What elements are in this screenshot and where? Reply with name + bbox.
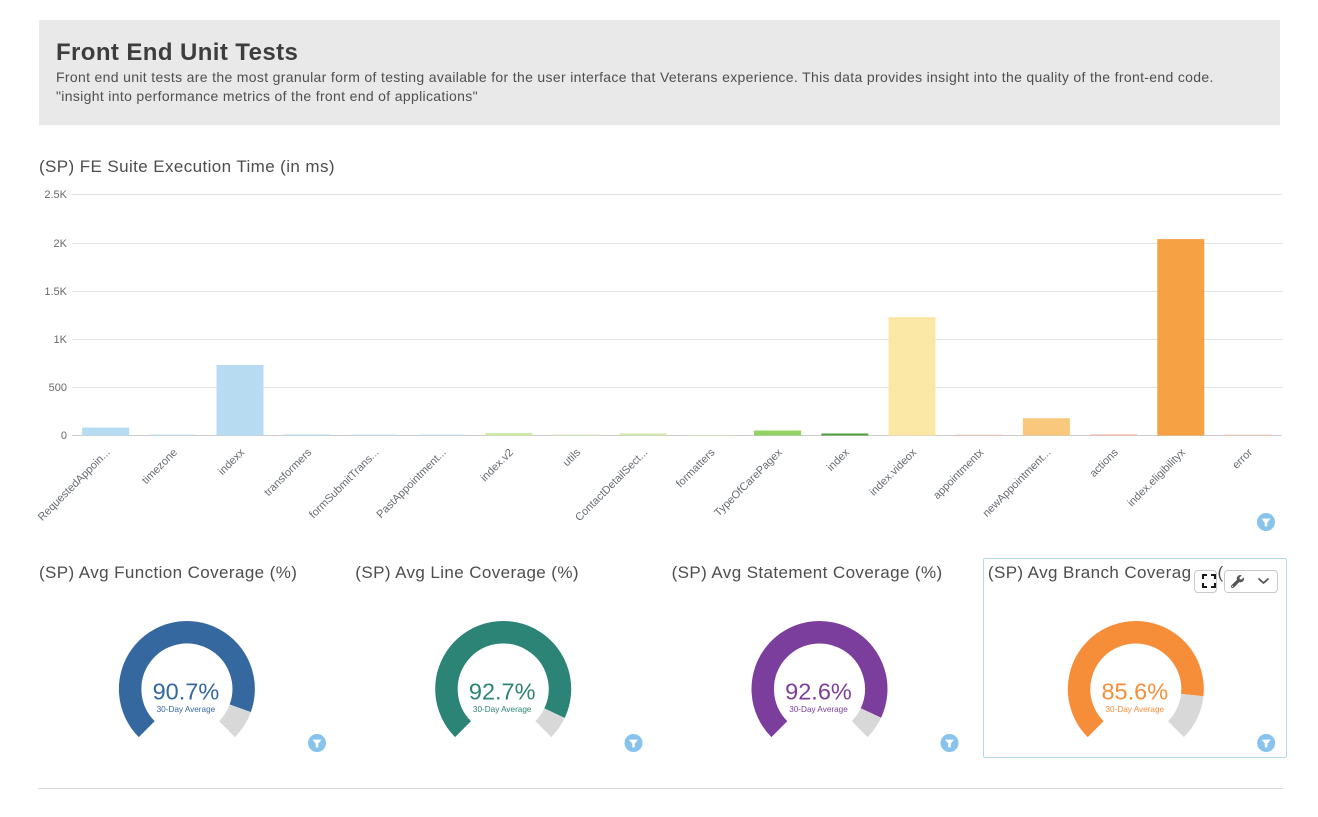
svg-text:1.5K: 1.5K xyxy=(44,286,67,298)
svg-text:actions: actions xyxy=(1088,446,1121,479)
svg-text:92.7%: 92.7% xyxy=(469,679,536,705)
svg-text:2K: 2K xyxy=(54,238,68,250)
svg-text:index: index xyxy=(825,446,852,473)
svg-text:500: 500 xyxy=(49,382,67,394)
svg-text:utils: utils xyxy=(561,446,584,469)
svg-text:ContactDetailSect...: ContactDetailSect... xyxy=(573,447,650,524)
svg-text:newAppointment...: newAppointment... xyxy=(981,447,1054,520)
svg-text:30-Day Average: 30-Day Average xyxy=(789,705,848,714)
svg-text:RequestedAppoin...: RequestedAppoin... xyxy=(36,447,113,524)
svg-text:30-Day Average: 30-Day Average xyxy=(473,705,532,714)
svg-text:92.6%: 92.6% xyxy=(785,679,852,705)
svg-text:error: error xyxy=(1230,446,1255,471)
svg-text:1K: 1K xyxy=(54,334,68,346)
svg-text:index.v2: index.v2 xyxy=(478,447,515,484)
svg-text:formSubmitTrans...: formSubmitTrans... xyxy=(307,447,381,521)
svg-text:index.eligibilityx: index.eligibilityx xyxy=(1125,446,1188,509)
svg-text:appointmentx: appointmentx xyxy=(931,446,987,502)
svg-text:formatters: formatters xyxy=(674,446,718,490)
svg-text:0: 0 xyxy=(61,430,67,442)
svg-text:timezone: timezone xyxy=(140,447,180,487)
svg-text:30-Day Average: 30-Day Average xyxy=(157,705,216,714)
svg-text:30-Day Average: 30-Day Average xyxy=(1106,705,1165,714)
svg-text:indexx: indexx xyxy=(216,446,247,477)
svg-text:index.videox: index.videox xyxy=(867,446,919,498)
svg-text:85.6%: 85.6% xyxy=(1101,679,1168,705)
svg-text:TypeOfCarePagex: TypeOfCarePagex xyxy=(712,446,785,519)
svg-text:90.7%: 90.7% xyxy=(153,679,220,705)
svg-text:2.5K: 2.5K xyxy=(44,189,67,201)
svg-text:transformers: transformers xyxy=(262,446,314,498)
svg-text:PastAppointment...: PastAppointment... xyxy=(375,447,449,521)
